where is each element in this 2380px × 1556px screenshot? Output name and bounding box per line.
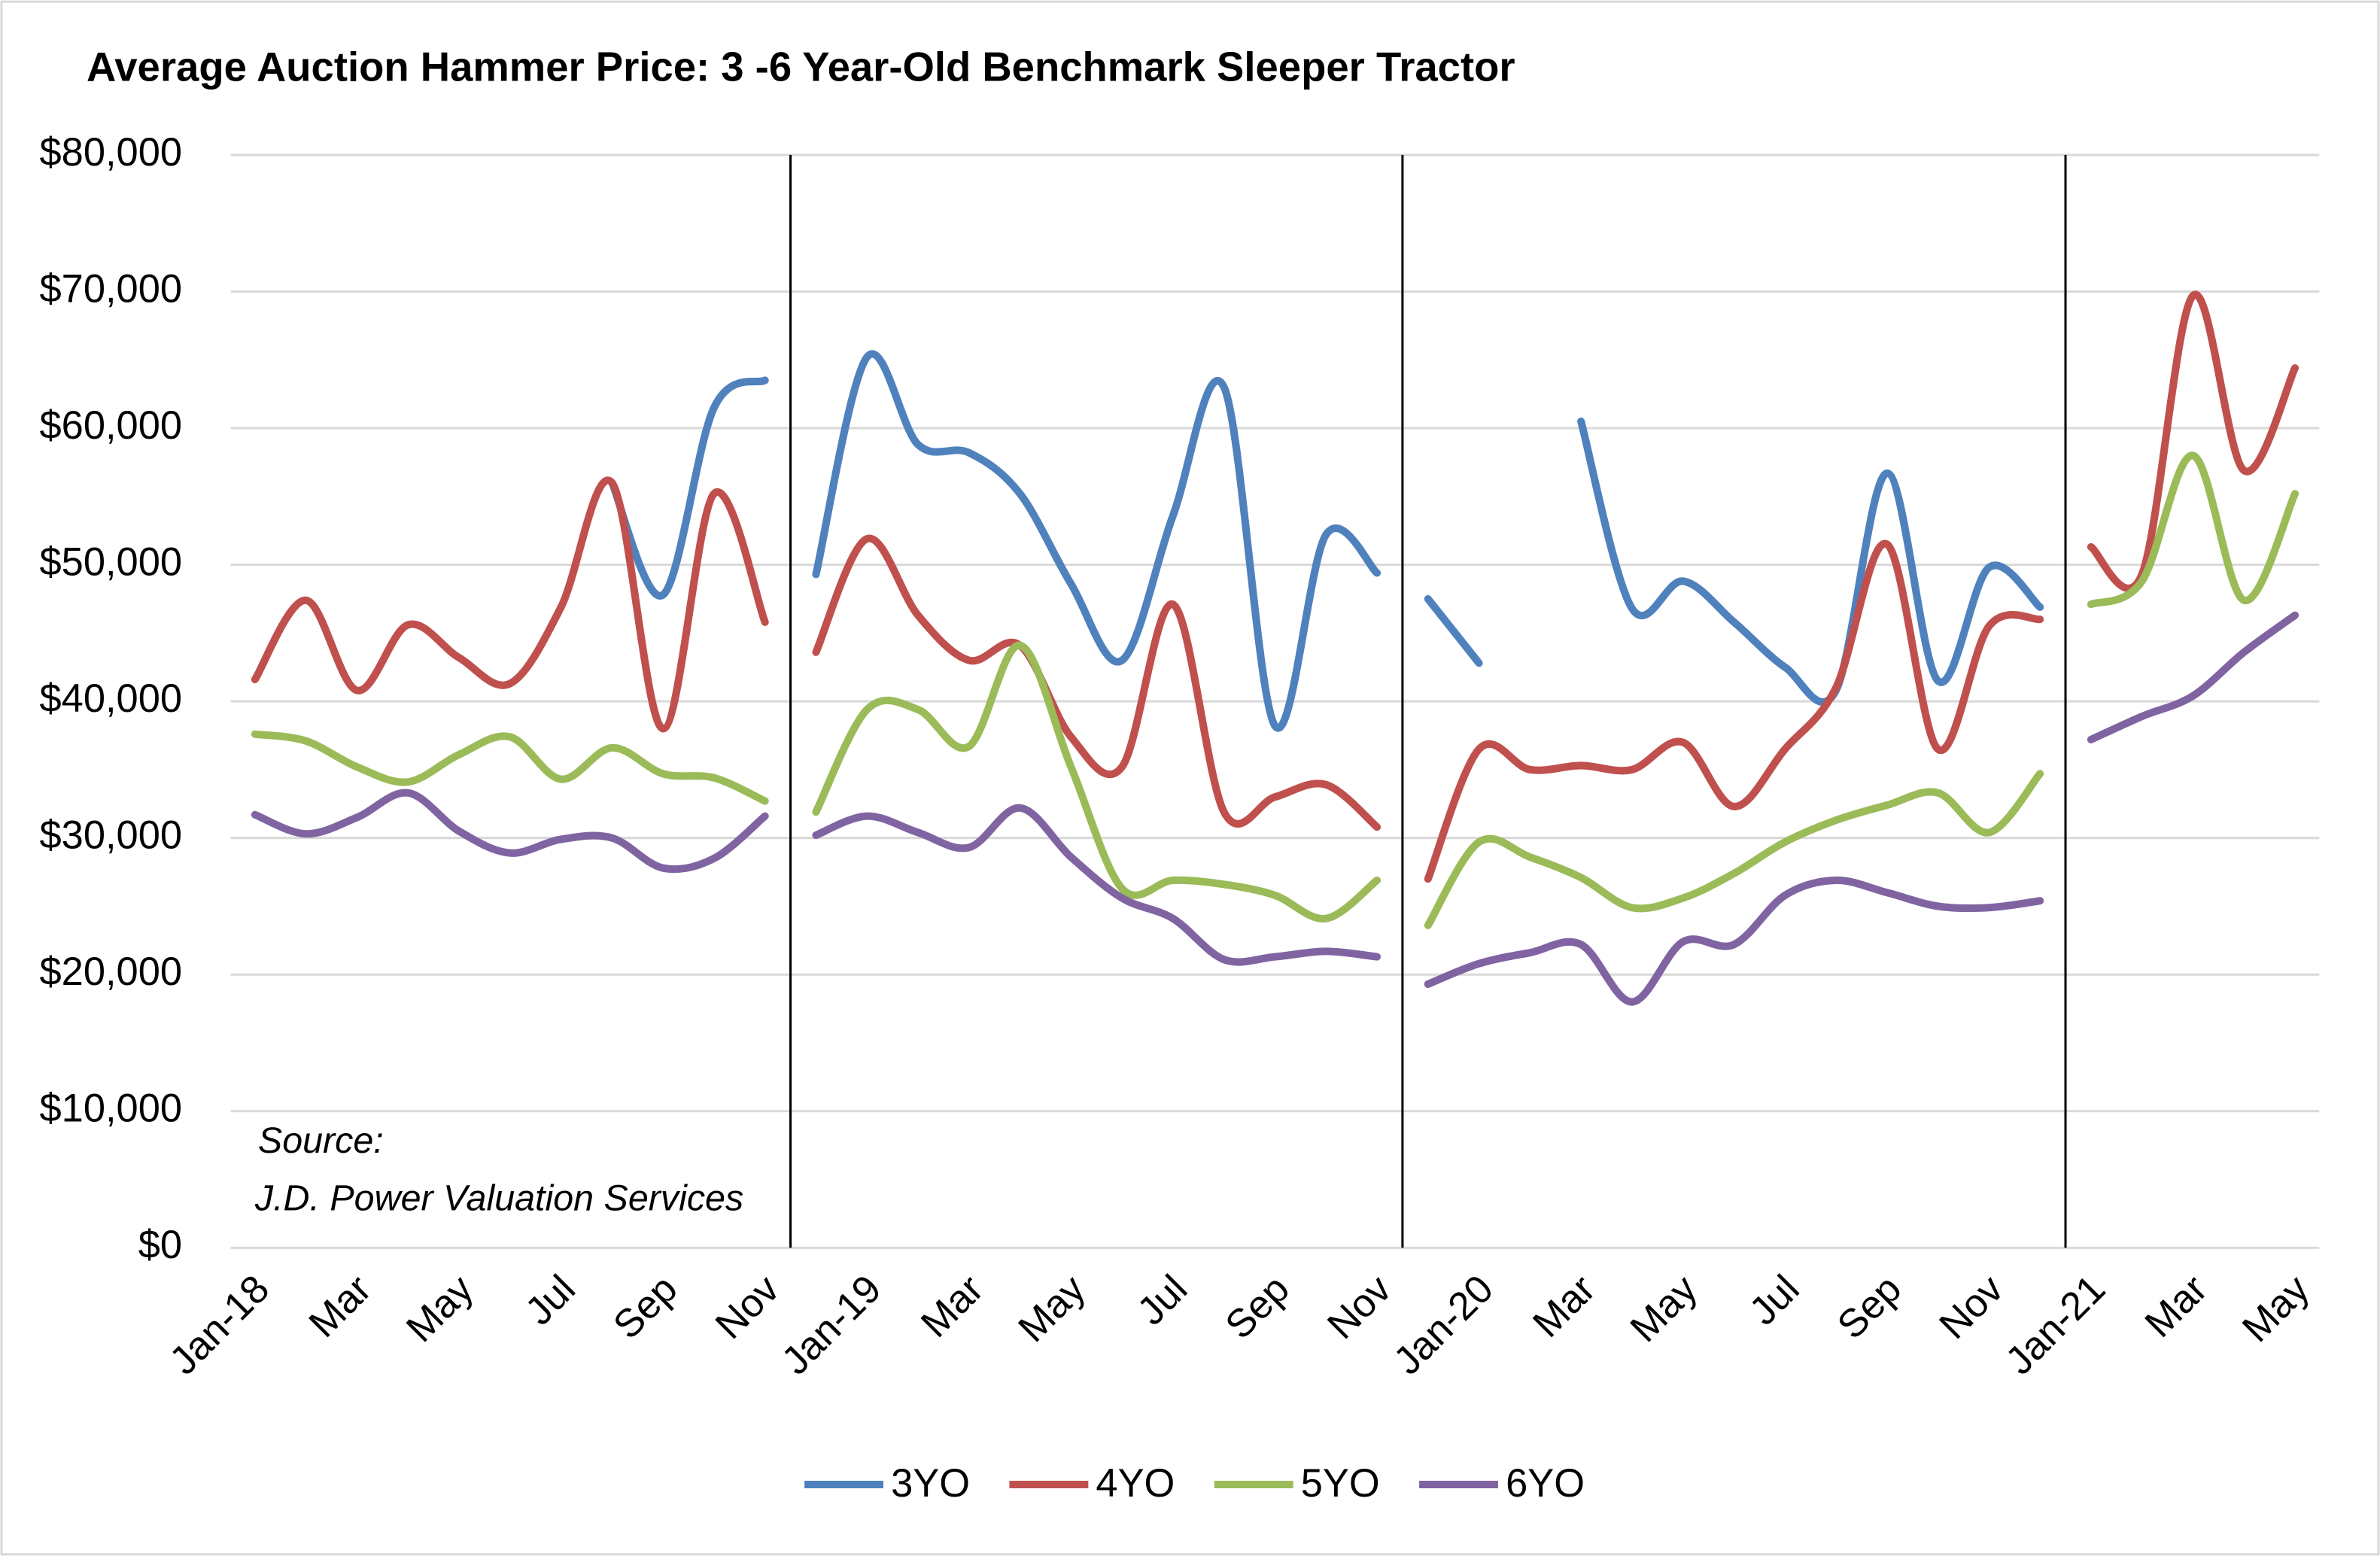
- y-tick-label: $60,000: [40, 404, 183, 448]
- legend-label: 6YO: [1506, 1462, 1585, 1506]
- series-line: [1424, 770, 2044, 929]
- y-tick-label: $80,000: [40, 131, 183, 175]
- y-tick-label: $10,000: [40, 1087, 183, 1131]
- series-line: [1424, 594, 1483, 667]
- y-tick-label: $70,000: [40, 267, 183, 311]
- series-line: [1424, 876, 2044, 1006]
- series-line: [251, 730, 769, 805]
- y-tick-label: $20,000: [40, 950, 183, 994]
- series-line: [812, 641, 1381, 922]
- y-tick-label: $40,000: [40, 677, 183, 721]
- y-tick-label: $0: [138, 1223, 182, 1267]
- series-line: [2087, 451, 2299, 609]
- series-line: [251, 789, 769, 874]
- series-line: [608, 376, 769, 600]
- legend-label: 4YO: [1096, 1462, 1175, 1506]
- annotation: Source:: [258, 1120, 384, 1161]
- chart-title: Average Auction Hammer Price: 3 -6 Year-…: [87, 44, 1515, 90]
- series-line: [1424, 539, 2044, 883]
- y-tick-label: $50,000: [40, 540, 183, 584]
- series-line: [251, 476, 769, 733]
- y-tick-label: $30,000: [40, 814, 183, 858]
- legend-label: 5YO: [1301, 1462, 1380, 1506]
- series-line: [812, 534, 1381, 831]
- series-line: [812, 804, 1381, 966]
- annotation: J.D. Power Valuation Services: [254, 1178, 743, 1219]
- legend-label: 3YO: [891, 1462, 970, 1506]
- series-line: [812, 350, 1381, 732]
- series-line: [2087, 611, 2299, 744]
